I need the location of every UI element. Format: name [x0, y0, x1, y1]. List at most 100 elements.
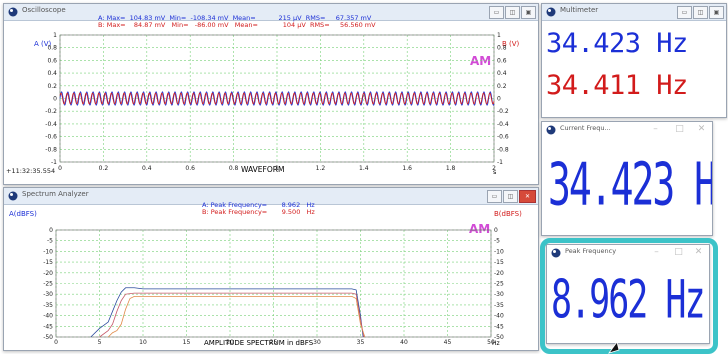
- multimeter-value-b: 34.411 Hz: [546, 70, 688, 101]
- x-tick-label: 10: [139, 339, 147, 346]
- spectrum-title: Spectrum Analyzer: [22, 190, 89, 198]
- highlight-box: [540, 238, 718, 354]
- x-tick-label: 1.6: [402, 165, 412, 172]
- y-tick-label-right: -20: [494, 270, 504, 277]
- y-tick-label-right: -25: [494, 281, 504, 288]
- minimize-button[interactable]: ▭: [489, 6, 504, 19]
- minimize-button[interactable]: ▭: [487, 190, 502, 203]
- x-tick-label: 45: [444, 339, 452, 346]
- y-tick-label-right: -45: [494, 323, 504, 330]
- maximize-button[interactable]: □: [675, 124, 684, 134]
- minimize-button[interactable]: –: [654, 247, 659, 257]
- spectrum-peak-b: B: Peak Frequency= 9.500 Hz: [202, 208, 315, 216]
- spectrum-x-label: AMPLITUDE SPECTRUM in dBFS: [204, 339, 314, 347]
- multimeter-titlebar[interactable]: Multimeter ▭ ◫ ▣: [542, 4, 726, 21]
- x-tick-label: 2: [492, 165, 496, 172]
- multimeter-window: Multimeter ▭ ◫ ▣ 34.423 Hz 34.411 Hz: [541, 3, 727, 118]
- app-icon: [546, 7, 556, 17]
- x-tick-label: 1.4: [359, 165, 369, 172]
- y-tick-label-right: -10: [494, 248, 504, 255]
- y-tick-label-left: -40: [43, 313, 53, 320]
- y-tick-label-right: 0.6: [497, 57, 507, 64]
- x-tick-label: 0: [58, 165, 62, 172]
- y-tick-label-right: -0.4: [497, 121, 509, 128]
- spectrum-window: Spectrum Analyzer ▭ ◫ ✕ A: Peak Frequenc…: [3, 187, 539, 351]
- maximize-button[interactable]: □: [674, 247, 683, 257]
- osc-x-unit: s: [493, 168, 497, 176]
- minimize-button[interactable]: ▭: [677, 6, 692, 19]
- y-tick-label-right: -30: [494, 291, 504, 298]
- multimeter-value-a: 34.423 Hz: [546, 28, 688, 59]
- y-tick-label-right: -15: [494, 259, 504, 266]
- y-tick-label-left: -15: [43, 259, 53, 266]
- close-button[interactable]: ✕: [519, 190, 536, 203]
- y-tick-label-left: 0.4: [47, 70, 57, 77]
- current-frequency-titlebar[interactable]: Current Frequ... – □ ✕: [542, 122, 712, 138]
- maximize-button[interactable]: ◫: [693, 6, 708, 19]
- peak-frequency-titlebar[interactable]: Peak Frequency – □ ✕: [547, 245, 709, 261]
- osc-x-label: WAVEFORM: [241, 165, 285, 174]
- y-tick-label-left: 0.2: [47, 83, 57, 90]
- x-tick-label: 1: [275, 165, 279, 172]
- spectrum-series-b: [99, 292, 365, 338]
- spectrum-series-a: [90, 287, 364, 338]
- spectrum-chart: 0 0 -5 -5 -10 -10 -15 -15 -20 -20 -25 -25 -30 -30 -35 -…: [43, 227, 504, 346]
- osc-am-label: AM: [470, 54, 492, 68]
- y-tick-label-left: -0.6: [45, 134, 57, 141]
- y-tick-label-left: -0.8: [45, 146, 57, 153]
- y-tick-label-right: 0.8: [497, 45, 507, 52]
- spectrum-titlebar[interactable]: Spectrum Analyzer ▭ ◫ ✕: [4, 188, 538, 205]
- y-tick-label-right: -0.8: [497, 146, 509, 153]
- waveform-series-a: [59, 91, 495, 106]
- minimize-button[interactable]: –: [653, 124, 658, 134]
- y-tick-label-left: -30: [43, 291, 53, 298]
- x-tick-label: 0.2: [99, 165, 109, 172]
- y-tick-label-right: 0: [497, 96, 501, 103]
- spectrum-series-c: [107, 295, 366, 338]
- x-tick-label: 5: [98, 339, 102, 346]
- osc-stats-b: B: Max= 84.87 mV Min= -86.00 mV Mean= 10…: [98, 21, 376, 29]
- close-button[interactable]: ✕: [697, 124, 706, 134]
- waveform-chart: -1 -1 -0.8 -0.8 -0.6 -0.6 -0.4 -0.4 -0.2 -0.2 0 0 0.…: [45, 32, 509, 172]
- y-tick-label-right: -0.6: [497, 134, 509, 141]
- oscilloscope-window: Oscilloscope ▭ ◫ ▣ A: Max= 104.83 mV Min…: [3, 3, 539, 185]
- app-icon: [8, 191, 18, 201]
- y-tick-label-right: -0.2: [497, 108, 509, 115]
- x-tick-label: 0.8: [229, 165, 239, 172]
- y-tick-label-left: -20: [43, 270, 53, 277]
- spectrum-peak-a: A: Peak Frequency= 8.962 Hz: [202, 201, 315, 209]
- maximize-button[interactable]: ◫: [505, 6, 520, 19]
- app-icon: [551, 248, 561, 258]
- osc-y-right-label: B (V): [502, 40, 520, 48]
- spectrum-y-right-label: B(dBFS): [494, 210, 522, 218]
- x-tick-label: 25: [270, 339, 278, 346]
- oscilloscope-title: Oscilloscope: [22, 6, 66, 14]
- app-icon: [8, 7, 18, 17]
- y-tick-label-right: 0.2: [497, 83, 507, 90]
- y-tick-label-left: 0: [53, 96, 57, 103]
- y-tick-label-right: -50: [494, 334, 504, 341]
- x-tick-label: 0.6: [185, 165, 195, 172]
- close-button[interactable]: ✕: [694, 247, 703, 257]
- current-frequency-window: Current Frequ... – □ ✕ 34.423 Hz: [541, 121, 713, 236]
- y-tick-label-right: 0: [494, 227, 498, 234]
- close-button[interactable]: ▣: [709, 6, 724, 19]
- osc-timestamp: +11:32:35.554: [6, 167, 56, 175]
- x-tick-label: 0: [54, 339, 58, 346]
- y-tick-label-right: -40: [494, 313, 504, 320]
- x-tick-label: 30: [313, 339, 321, 346]
- current-frequency-value: 34.423 Hz: [548, 150, 713, 219]
- waveform-series-b: [59, 92, 495, 105]
- close-button[interactable]: ▣: [521, 6, 536, 19]
- y-tick-label-right: 0.4: [497, 70, 507, 77]
- app-icon: [546, 125, 556, 135]
- y-tick-label-right: -35: [494, 302, 504, 309]
- spectrum-y-left-label: A(dBFS): [9, 210, 37, 218]
- peak-frequency-title: Peak Frequency: [565, 247, 617, 255]
- y-tick-label-right: 1: [497, 32, 501, 39]
- plot-frame: [55, 229, 492, 338]
- maximize-button[interactable]: ◫: [503, 190, 518, 203]
- x-tick-label: 1.2: [316, 165, 326, 172]
- y-tick-label-left: 0.8: [47, 45, 57, 52]
- oscilloscope-titlebar[interactable]: Oscilloscope ▭ ◫ ▣: [4, 4, 538, 21]
